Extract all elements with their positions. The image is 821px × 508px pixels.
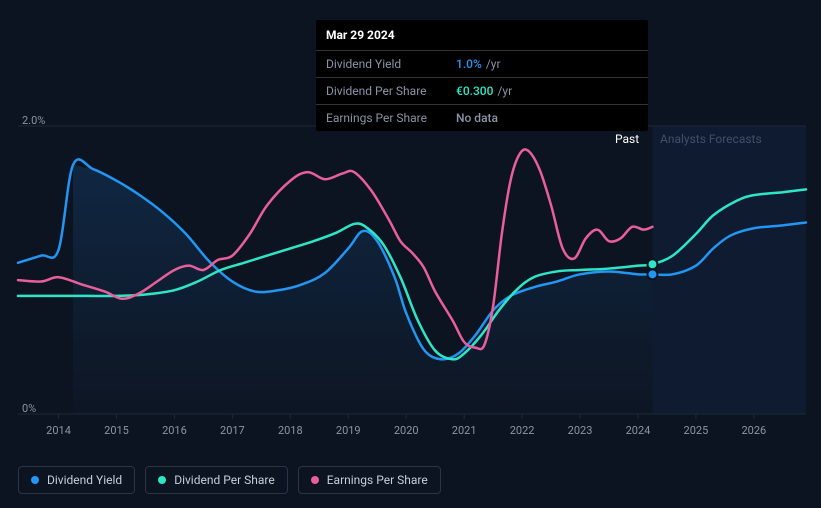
legend-item-dividend-per-share[interactable]: Dividend Per Share — [145, 466, 288, 494]
dividend-chart: Mar 29 2024 Dividend Yield1.0%/yrDividen… — [0, 0, 821, 508]
tooltip-row: Dividend Yield1.0% /yr — [316, 51, 648, 78]
x-axis-label: 2014 — [46, 424, 71, 437]
x-axis-label: 2023 — [568, 424, 593, 437]
legend-dot-icon — [311, 476, 319, 484]
legend-item-earnings-per-share[interactable]: Earnings Per Share — [298, 466, 441, 494]
tooltip-metric-label: Earnings Per Share — [326, 111, 456, 125]
x-axis-label: 2020 — [394, 424, 419, 437]
x-axis-label: 2024 — [626, 424, 651, 437]
x-axis-label: 2018 — [278, 424, 303, 437]
tooltip-metric-value: No data — [456, 111, 498, 125]
legend-item-dividend-yield[interactable]: Dividend Yield — [18, 466, 135, 494]
chart-legend: Dividend Yield Dividend Per Share Earnings… — [18, 466, 441, 494]
tooltip-date: Mar 29 2024 — [316, 20, 648, 51]
x-axis-label: 2015 — [104, 424, 129, 437]
tooltip-metric-label: Dividend Per Share — [326, 84, 456, 98]
tooltip-metric-label: Dividend Yield — [326, 57, 456, 71]
chart-tooltip: Mar 29 2024 Dividend Yield1.0%/yrDividen… — [316, 20, 648, 131]
legend-label: Dividend Yield — [47, 473, 122, 487]
tooltip-metric-value: 1.0% — [456, 57, 482, 71]
tooltip-metric-value: €0.300 — [456, 84, 493, 98]
x-axis-label: 2016 — [162, 424, 187, 437]
x-axis-label: 2026 — [741, 424, 766, 437]
legend-dot-icon — [158, 476, 166, 484]
legend-label: Earnings Per Share — [327, 473, 428, 487]
legend-dot-icon — [31, 476, 39, 484]
x-axis-label: 2021 — [452, 424, 477, 437]
tooltip-row: Earnings Per ShareNo data — [316, 105, 648, 131]
legend-label: Dividend Per Share — [174, 473, 275, 487]
tooltip-suffix: /yr — [497, 84, 512, 98]
x-axis-label: 2017 — [220, 424, 245, 437]
x-axis-label: 2025 — [684, 424, 709, 437]
chart-plot[interactable] — [18, 112, 806, 422]
tooltip-row: Dividend Per Share€0.300/yr — [316, 78, 648, 105]
x-axis-label: 2019 — [336, 424, 361, 437]
tooltip-suffix: /yr — [486, 57, 501, 71]
x-axis-label: 2022 — [510, 424, 535, 437]
